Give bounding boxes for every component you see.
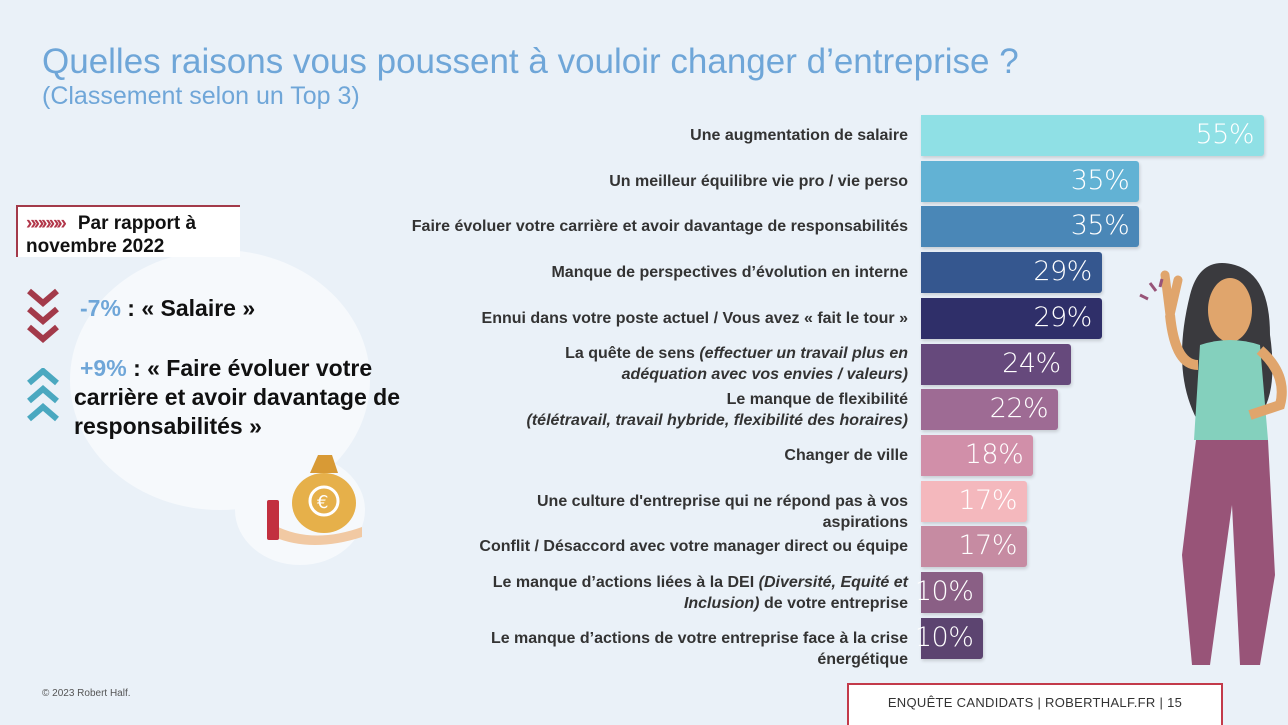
category-label: Changer de ville bbox=[478, 445, 908, 466]
bar: 10% bbox=[915, 617, 984, 659]
bar-value-label: 29% bbox=[1033, 256, 1092, 288]
bar-value-label: 55% bbox=[1195, 119, 1254, 150]
comparison-item-career: +9% : « Faire évoluer votre carrière et … bbox=[74, 354, 414, 441]
bar: 10% bbox=[915, 572, 984, 613]
chevrons-icon: »»»»» bbox=[26, 213, 67, 234]
category-label: Un meilleur équilibre vie pro / vie pers… bbox=[388, 171, 908, 192]
category-label: La quête de sens (effectuer un travail p… bbox=[478, 343, 908, 385]
comparison-item-salary: -7% : « Salaire » bbox=[80, 294, 400, 323]
bar-value-label: 22% bbox=[989, 393, 1049, 425]
category-label: Le manque d’actions liées à la DEI (Dive… bbox=[478, 572, 908, 614]
footer-banner: ENQUÊTE CANDIDATS | ROBERTHALF.FR | 15 bbox=[847, 683, 1223, 725]
category-label: Conflit / Désaccord avec votre manager d… bbox=[478, 536, 908, 557]
change-pct: +9% bbox=[80, 355, 127, 381]
comparison-heading-box: »»»»» Par rapport à novembre 2022 bbox=[16, 205, 240, 257]
svg-text:€: € bbox=[317, 492, 328, 513]
category-label-part: Le manque de flexibilité bbox=[726, 390, 908, 408]
category-label-part: Ennui dans votre poste actuel / Vous ave… bbox=[481, 309, 908, 327]
bar: 29% bbox=[921, 252, 1102, 294]
bar: 55% bbox=[921, 115, 1264, 156]
category-label-part: Changer de ville bbox=[784, 446, 908, 464]
category-label: Ennui dans votre poste actuel / Vous ave… bbox=[388, 308, 908, 329]
triple-chevron-up-icon bbox=[27, 368, 59, 422]
bar: 17% bbox=[921, 526, 1028, 568]
change-pct: -7% bbox=[80, 295, 121, 321]
bar: 29% bbox=[921, 297, 1102, 339]
category-label-part: (télétravail, travail hybride, flexibili… bbox=[526, 411, 908, 429]
page-subtitle: (Classement selon un Top 3) bbox=[42, 82, 360, 110]
copyright: © 2023 Robert Half. bbox=[42, 688, 131, 699]
category-label: Une culture d'entreprise qui ne répond p… bbox=[478, 491, 908, 533]
category-label: Manque de perspectives d’évolution en in… bbox=[388, 262, 908, 283]
bar: 24% bbox=[921, 343, 1071, 385]
bar-value-label: 10% bbox=[914, 621, 974, 653]
bar-value-label: 17% bbox=[958, 530, 1018, 562]
triple-chevron-down-icon bbox=[27, 288, 59, 343]
woman-illustration bbox=[1139, 263, 1287, 665]
category-label: Le manque de flexibilité (télétravail, tr… bbox=[478, 389, 908, 431]
bar-value-label: 24% bbox=[1002, 347, 1061, 379]
category-label-part: Une augmentation de salaire bbox=[690, 127, 908, 144]
bar: 18% bbox=[921, 434, 1034, 476]
money-bag-illustration: € bbox=[267, 455, 362, 545]
category-label-part: Le manque d’actions de votre entreprise … bbox=[490, 629, 908, 668]
bar-value-label: 35% bbox=[1070, 210, 1130, 242]
category-label-part: Une culture d'entreprise qui ne répond p… bbox=[537, 492, 908, 531]
category-label-part: de votre entreprise bbox=[759, 594, 908, 612]
bar-value-label: 10% bbox=[914, 576, 974, 607]
bar-value-label: 35% bbox=[1070, 164, 1130, 196]
change-label: : « Faire évoluer votre carrière et avoi… bbox=[74, 355, 400, 439]
category-label-part: Faire évoluer votre carrière et avoir da… bbox=[411, 218, 908, 236]
bar-value-label: 18% bbox=[964, 438, 1024, 470]
category-label: Une augmentation de salaire bbox=[388, 125, 908, 146]
bar-value-label: 29% bbox=[1033, 301, 1092, 333]
bar: 35% bbox=[921, 160, 1140, 202]
category-label-part: Manque de perspectives d’évolution en in… bbox=[551, 264, 908, 282]
category-label: Faire évoluer votre carrière et avoir da… bbox=[388, 216, 908, 237]
category-label-part: Un meilleur équilibre vie pro / vie pers… bbox=[609, 172, 908, 190]
category-label: Le manque d’actions de votre entreprise … bbox=[478, 628, 908, 670]
category-label-part: Conflit / Désaccord avec votre manager d… bbox=[479, 538, 908, 556]
bar: 17% bbox=[921, 480, 1028, 522]
category-label-part: (Diversité, Equité et Inclusion) bbox=[683, 573, 908, 612]
bar: 22% bbox=[921, 389, 1059, 431]
bar-value-label: 17% bbox=[958, 484, 1018, 516]
page-title: Quelles raisons vous poussent à vouloir … bbox=[42, 42, 1019, 81]
category-label-part: La quête de sens bbox=[565, 345, 700, 362]
category-label-part: (effectuer un travail plus en adéquation… bbox=[621, 345, 908, 383]
comparison-heading: Par rapport à novembre 2022 bbox=[26, 213, 197, 257]
bar: 35% bbox=[921, 206, 1140, 248]
change-label: : « Salaire » bbox=[120, 295, 256, 321]
category-label-part: Le manque d’actions liées à la DEI bbox=[492, 573, 759, 591]
